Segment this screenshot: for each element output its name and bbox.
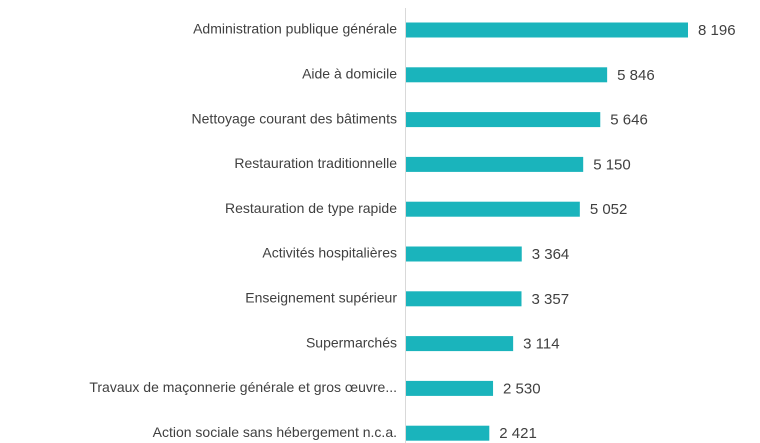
category-label: Restauration de type rapide [225, 200, 397, 216]
value-label: 3 364 [532, 246, 570, 263]
bar [406, 380, 494, 396]
category-label: Travaux de maçonnerie générale et gros œ… [89, 379, 397, 395]
category-label: Enseignement supérieur [245, 290, 397, 306]
bar [406, 156, 584, 172]
value-label: 3 357 [532, 291, 570, 308]
value-label: 5 150 [593, 156, 631, 173]
bar [406, 246, 522, 262]
bar [406, 67, 608, 83]
category-label: Aide à domicile [302, 66, 397, 82]
category-label: Restauration traditionnelle [234, 155, 397, 171]
value-label: 2 530 [503, 380, 541, 397]
value-label: 5 846 [617, 67, 655, 84]
bar [406, 201, 580, 217]
bar [406, 425, 490, 441]
value-label: 2 421 [499, 425, 537, 442]
value-label: 5 646 [610, 112, 648, 129]
category-label: Supermarchés [306, 334, 397, 350]
bar [406, 291, 522, 307]
value-label: 3 114 [523, 336, 559, 353]
value-label: 5 052 [590, 201, 628, 218]
bar [406, 112, 601, 128]
bar [406, 336, 514, 352]
bar [406, 22, 688, 38]
category-label: Activités hospitalières [262, 245, 397, 261]
category-label: Action sociale sans hébergement n.c.a. [153, 424, 397, 440]
category-label: Administration publique générale [193, 21, 397, 37]
category-label: Nettoyage courant des bâtiments [192, 110, 397, 126]
value-label: 8 196 [698, 22, 736, 39]
